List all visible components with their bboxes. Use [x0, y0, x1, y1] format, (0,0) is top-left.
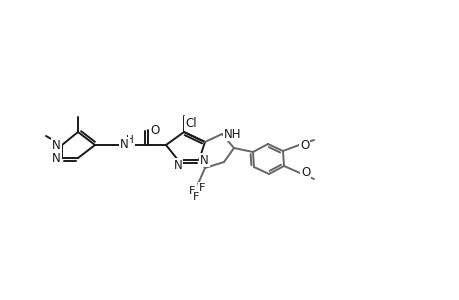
Text: O: O: [150, 124, 159, 136]
Text: NH: NH: [224, 128, 241, 140]
Text: H: H: [126, 135, 134, 145]
Text: O: O: [300, 167, 309, 179]
Text: F: F: [192, 192, 199, 202]
Text: F: F: [188, 186, 195, 196]
Text: O: O: [299, 139, 308, 152]
Text: N: N: [200, 154, 208, 166]
Text: N: N: [52, 152, 61, 164]
Text: N: N: [52, 139, 61, 152]
Text: F: F: [198, 183, 205, 193]
Text: N: N: [120, 137, 129, 151]
Text: N: N: [173, 159, 182, 172]
Text: Cl: Cl: [185, 117, 196, 130]
